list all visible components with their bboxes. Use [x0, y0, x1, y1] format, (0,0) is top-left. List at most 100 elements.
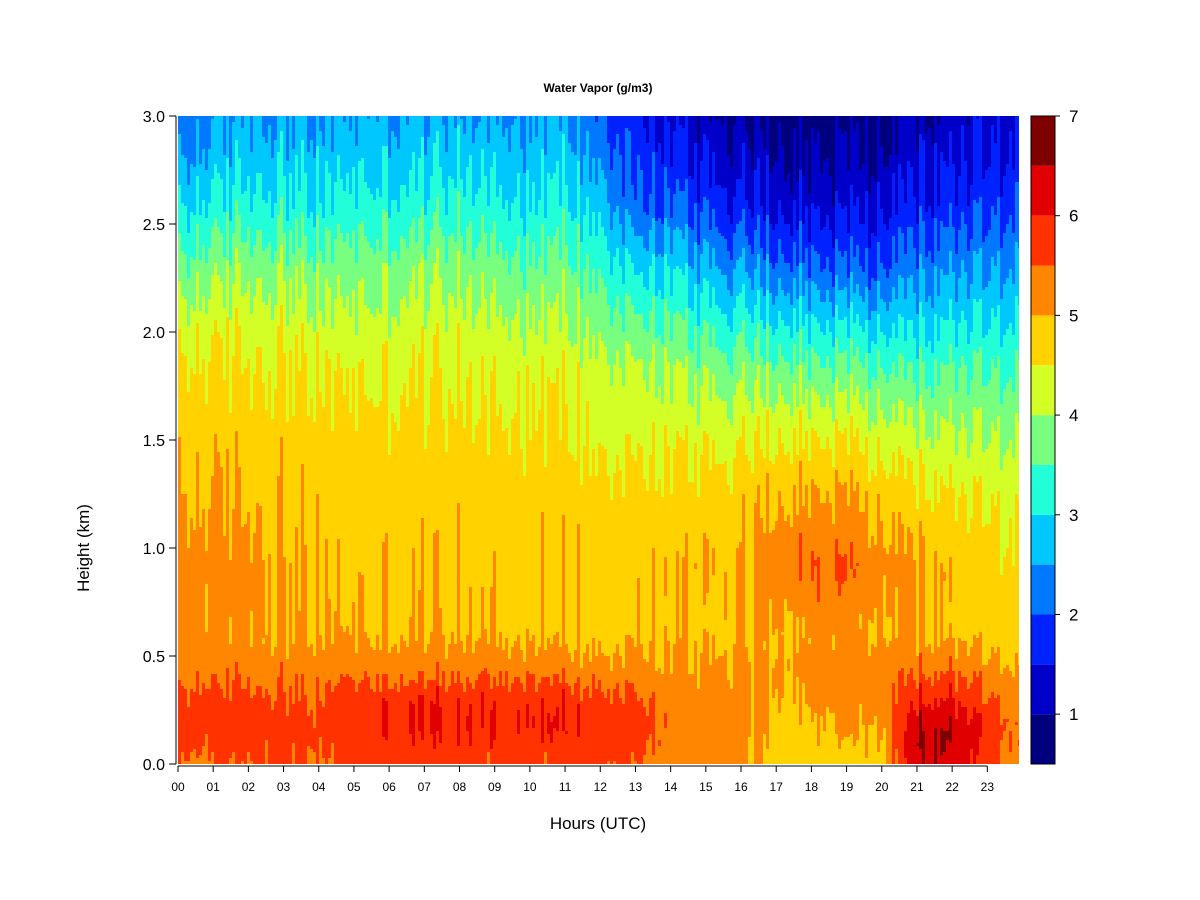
heatmap-cell	[301, 323, 304, 464]
heatmap-cell	[748, 401, 751, 461]
heatmap-cell	[559, 647, 562, 683]
heatmap-cell	[310, 749, 313, 764]
heatmap-cell	[745, 455, 748, 647]
heatmap-cell	[241, 374, 244, 527]
heatmap-cell	[331, 215, 334, 263]
heatmap-cell	[454, 644, 457, 683]
heatmap-cell	[907, 362, 910, 407]
heatmap-cell	[376, 674, 379, 764]
heatmap-cell	[328, 758, 331, 764]
heatmap-cell	[655, 398, 658, 491]
heatmap-cell	[784, 599, 787, 764]
heatmap-cell	[340, 368, 343, 626]
heatmap-cell	[856, 428, 859, 482]
heatmap-cell	[733, 233, 736, 269]
heatmap-cell	[802, 404, 805, 449]
heatmap-cell	[778, 122, 781, 200]
heatmap-cell	[679, 116, 682, 125]
heatmap-cell	[961, 641, 964, 677]
heatmap-cell	[181, 203, 184, 251]
heatmap-cell	[403, 686, 406, 764]
heatmap-cell	[277, 215, 280, 263]
heatmap-cell	[547, 734, 550, 764]
heatmap-cell	[454, 242, 457, 308]
heatmap-cell	[1006, 164, 1009, 224]
heatmap-cell	[436, 248, 439, 323]
heatmap-cell	[970, 284, 973, 332]
heatmap-cell	[778, 383, 781, 428]
heatmap-cell	[448, 176, 451, 236]
heatmap-cell	[982, 665, 985, 704]
heatmap-cell	[784, 455, 787, 521]
heatmap-cell	[553, 173, 556, 236]
heatmap-cell	[331, 152, 334, 215]
heatmap-cell	[763, 329, 766, 365]
heatmap-cell	[646, 332, 649, 392]
heatmap-cell	[553, 383, 556, 635]
heatmap-cell	[958, 230, 961, 278]
heatmap-cell	[640, 170, 643, 236]
heatmap-cell	[631, 455, 634, 638]
heatmap-cell	[226, 449, 229, 668]
heatmap-cell	[817, 602, 820, 746]
x-tick-label: 18	[805, 780, 819, 794]
heatmap-cell	[901, 668, 904, 764]
heatmap-cell	[268, 116, 271, 125]
heatmap-cell	[193, 116, 196, 167]
heatmap-cell	[730, 332, 733, 374]
heatmap-cell	[847, 170, 850, 233]
heatmap-cell	[577, 704, 580, 737]
heatmap-cell	[841, 392, 844, 434]
heatmap-cell	[283, 353, 286, 557]
heatmap-cell	[184, 299, 187, 356]
heatmap-cell	[640, 644, 643, 698]
heatmap-cell	[781, 356, 784, 395]
heatmap-cell	[529, 329, 532, 440]
heatmap-cell	[865, 437, 868, 491]
heatmap-cell	[943, 485, 946, 572]
heatmap-cell	[895, 155, 898, 215]
heatmap-cell	[550, 245, 553, 308]
heatmap-cell	[385, 701, 388, 740]
heatmap-cell	[1012, 116, 1015, 170]
heatmap-cell	[1015, 116, 1018, 182]
heatmap-cell	[286, 221, 289, 266]
heatmap-cell	[280, 437, 283, 662]
heatmap-cell	[676, 266, 679, 311]
heatmap-cell	[535, 692, 538, 764]
heatmap-cell	[379, 692, 382, 764]
heatmap-cell	[838, 128, 841, 203]
heatmap-cell	[736, 383, 739, 440]
heatmap-cell	[529, 266, 532, 329]
heatmap-cell	[997, 305, 1000, 356]
heatmap-cell	[301, 674, 304, 764]
heatmap-cell	[499, 671, 502, 764]
heatmap-cell	[259, 173, 262, 230]
heatmap-cell	[802, 296, 805, 326]
heatmap-cell	[232, 233, 235, 284]
heatmap-cell	[376, 308, 379, 407]
heatmap-cell	[715, 266, 718, 305]
heatmap-cell	[622, 668, 625, 704]
heatmap-cell	[928, 116, 931, 128]
heatmap-cell	[925, 680, 928, 707]
colorbar-segment	[1031, 614, 1055, 665]
heatmap-cell	[397, 431, 400, 653]
heatmap-cell	[835, 470, 838, 539]
heatmap-cell	[397, 260, 400, 326]
heatmap-cell	[229, 413, 232, 560]
heatmap-cell	[808, 707, 811, 764]
heatmap-cell	[892, 512, 895, 683]
heatmap-cell	[427, 245, 430, 311]
heatmap-cell	[694, 641, 697, 764]
heatmap-cell	[634, 761, 637, 764]
heatmap-cell	[904, 554, 907, 686]
heatmap-cell	[1000, 197, 1003, 248]
heatmap-cell	[703, 320, 706, 365]
heatmap-cell	[739, 293, 742, 332]
heatmap-cell	[757, 116, 760, 158]
heatmap-cell	[253, 296, 256, 374]
heatmap-cell	[616, 134, 619, 206]
heatmap-cell	[379, 314, 382, 401]
heatmap-cell	[499, 185, 502, 242]
